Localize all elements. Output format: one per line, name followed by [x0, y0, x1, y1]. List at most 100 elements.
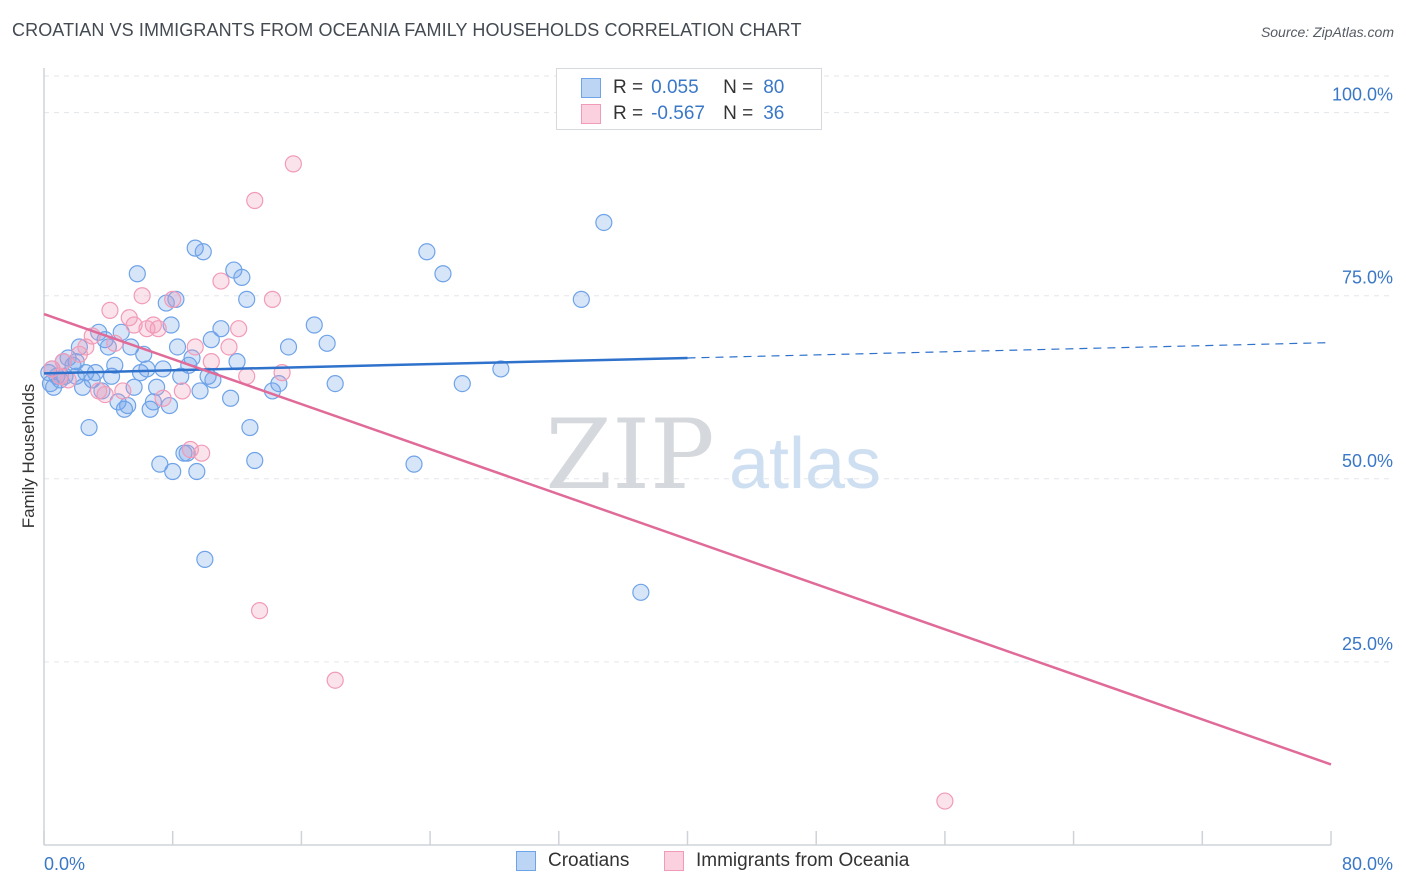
- croatians-point: [168, 338, 187, 356]
- oceania-point: [193, 444, 211, 462]
- y-tick-label: 50.0%: [1342, 451, 1393, 471]
- oceania-point: [202, 353, 220, 371]
- chart-title: CROATIAN VS IMMIGRANTS FROM OCEANIA FAMI…: [12, 20, 802, 40]
- oceania-point: [114, 382, 132, 400]
- oceania-point: [936, 792, 954, 810]
- croatians-point: [595, 213, 613, 232]
- croatians-point: [241, 418, 259, 437]
- croatians-point: [154, 360, 172, 378]
- croatians-point: [125, 378, 143, 396]
- croatians-point: [572, 290, 590, 308]
- croatians-point: [151, 455, 169, 473]
- legend-n-label: N =: [723, 103, 754, 124]
- oceania-point: [96, 385, 114, 404]
- croatians-point: [270, 375, 288, 393]
- croatians-point: [453, 375, 471, 393]
- croatians-point: [246, 451, 264, 470]
- source-label: Source: ZipAtlas.com: [1260, 24, 1394, 40]
- x-tick-label: 80.0%: [1342, 854, 1393, 874]
- legend-swatch-oceania: [581, 104, 601, 124]
- legend-r-value: 0.055: [651, 77, 699, 98]
- oceania-point: [77, 338, 95, 356]
- croatians-point: [222, 389, 240, 407]
- oceania-point: [326, 671, 344, 689]
- oceania-point: [284, 155, 302, 173]
- data-points: [40, 155, 954, 810]
- legend-row-croatians: R = 0.055 N = 80: [581, 76, 784, 100]
- croatians-point: [434, 265, 452, 283]
- legend-r-label: R =: [613, 77, 644, 98]
- oceania-point: [212, 272, 230, 290]
- croatians-point: [80, 418, 98, 437]
- trendlines: [43, 312, 1332, 766]
- axes: [43, 68, 1332, 846]
- croatians-point: [212, 320, 230, 338]
- oceania-point: [250, 602, 269, 620]
- oceania-point: [173, 382, 191, 400]
- watermark: ZIP atlas: [545, 399, 881, 511]
- legend-row-oceania: R = -0.567 N = 36: [581, 102, 784, 126]
- croatians-point: [279, 338, 298, 356]
- legend-swatch-croatians: [581, 78, 601, 98]
- croatians-point: [228, 353, 246, 371]
- legend-n-value: 36: [763, 103, 785, 124]
- croatians-point: [138, 360, 156, 378]
- croatians-point: [162, 316, 180, 334]
- croatians-point: [70, 338, 88, 356]
- oceania-point: [246, 191, 264, 210]
- croatians-point: [144, 393, 162, 411]
- oceania-point: [125, 316, 143, 334]
- legend-swatch-oceania: [664, 851, 684, 871]
- legend-r-label: R =: [613, 103, 644, 124]
- croatians-point: [188, 462, 206, 481]
- oceania-point: [154, 389, 172, 407]
- y-tick-label: 100.0%: [1332, 85, 1393, 105]
- legend-item-croatians[interactable]: Croatians: [516, 850, 629, 872]
- oceania-point: [186, 338, 204, 356]
- legend-label-oceania: Immigrants from Oceania: [696, 850, 910, 871]
- tick-labels: 25.0% 50.0% 75.0% 100.0% 0.0% 80.0%: [44, 85, 1393, 874]
- croatians-point: [405, 455, 423, 473]
- croatians-point: [202, 331, 220, 349]
- legend-n-label: N =: [723, 77, 754, 98]
- y-tick-label: 75.0%: [1342, 268, 1393, 288]
- oceania-point: [263, 290, 282, 308]
- watermark-atlas: atlas: [729, 424, 881, 504]
- croatians-point: [492, 360, 510, 378]
- croatians-point: [164, 462, 182, 481]
- croatians-point: [196, 550, 214, 568]
- croatians-point: [326, 375, 344, 393]
- croatians-point: [186, 239, 204, 257]
- croatians-point: [233, 268, 251, 287]
- croatians-point: [318, 334, 336, 352]
- croatians-point: [128, 265, 146, 283]
- legend-label-croatians: Croatians: [548, 850, 630, 871]
- croatians-point: [106, 356, 124, 374]
- croatians-point: [194, 243, 212, 261]
- oceania-point: [149, 320, 167, 338]
- legend-item-oceania[interactable]: Immigrants from Oceania: [664, 850, 909, 872]
- croatians-point: [632, 583, 650, 601]
- oceania-trendline: [43, 312, 1332, 766]
- correlation-legend: R = 0.055 N = 80 R = -0.567 N = 36: [556, 68, 822, 130]
- croatians-point: [418, 243, 436, 261]
- watermark-zip: ZIP: [545, 399, 714, 511]
- x-tick-label: 0.0%: [44, 854, 85, 874]
- croatians-trendline: [43, 356, 688, 375]
- oceania-point: [101, 301, 119, 319]
- croatians-point: [305, 316, 323, 334]
- croatians-point: [238, 290, 256, 308]
- croatians-point: [119, 396, 137, 415]
- legend-swatch-croatians: [516, 851, 536, 871]
- oceania-point: [59, 371, 77, 389]
- oceania-point: [181, 440, 199, 459]
- oceania-point: [133, 287, 151, 305]
- oceania-point: [164, 290, 182, 308]
- y-tick-label: 25.0%: [1342, 634, 1393, 654]
- legend-r-value: -0.567: [651, 103, 705, 124]
- series-legend: Croatians Immigrants from Oceania: [0, 850, 1406, 878]
- y-axis-label: Family Households: [19, 384, 38, 529]
- croatians-point: [191, 382, 209, 400]
- oceania-point: [54, 353, 72, 371]
